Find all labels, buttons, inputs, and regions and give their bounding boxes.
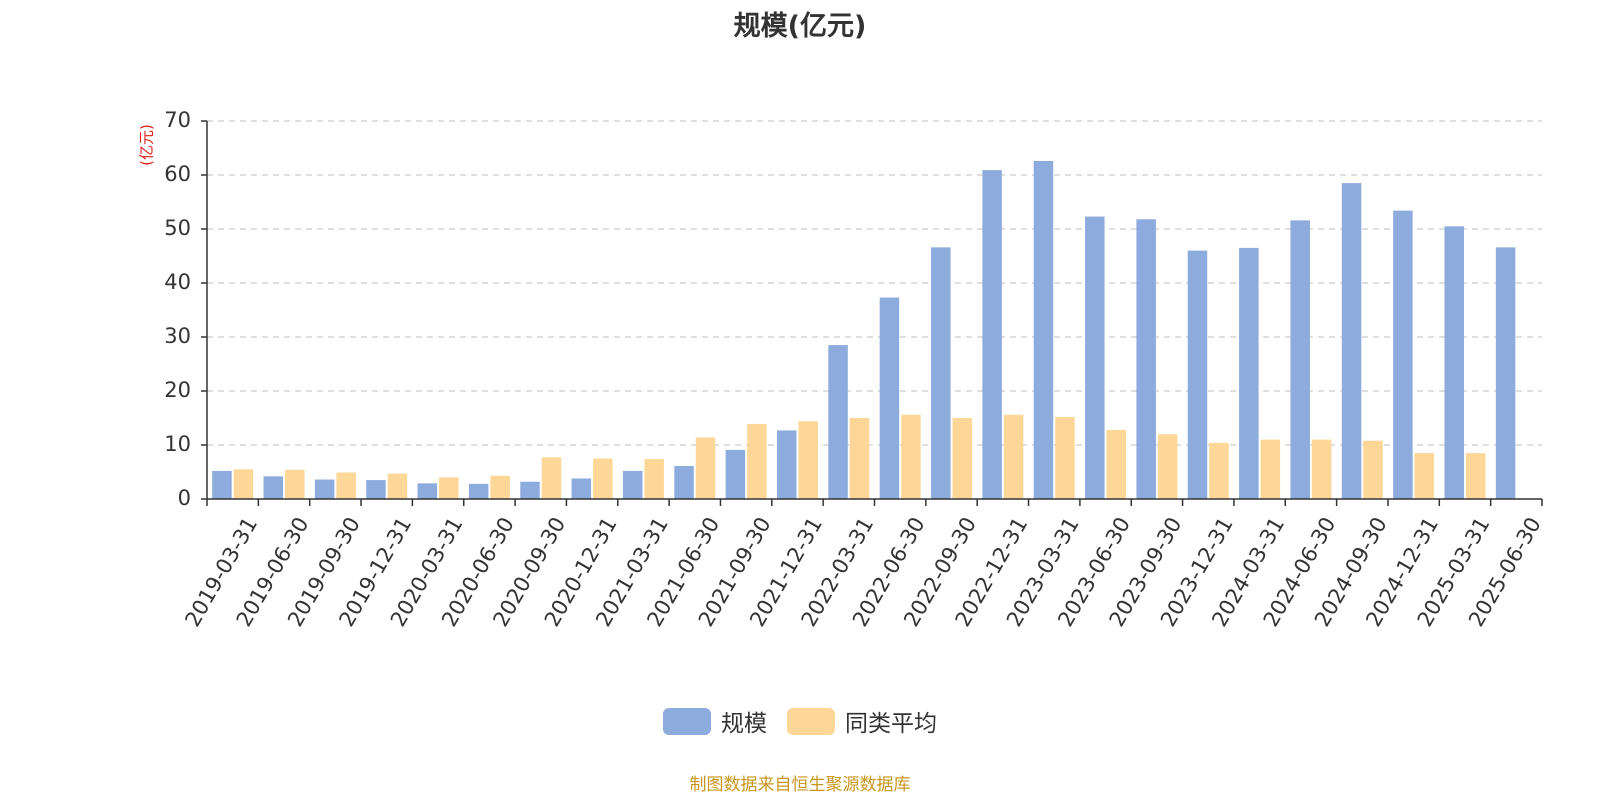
bar-series-2-2023-03-31[interactable] xyxy=(1055,416,1075,499)
bar-series-1-2019-06-30[interactable] xyxy=(263,476,284,499)
bar-series-2-2023-09-30[interactable] xyxy=(1157,434,1178,499)
bar-series-2-2020-12-31[interactable] xyxy=(593,458,613,500)
bar-series-2-2023-12-31[interactable] xyxy=(1209,442,1229,499)
bar-series-1-2022-12-31[interactable] xyxy=(982,170,1002,499)
bar-series-2-2021-03-31[interactable] xyxy=(644,459,664,499)
y-tick-label-20: 20 xyxy=(164,378,191,402)
bar-series-1-2025-06-30[interactable] xyxy=(1495,247,1516,499)
bar-series-2-2021-09-30[interactable] xyxy=(747,423,767,499)
bar-series-1-2024-03-31[interactable] xyxy=(1239,247,1259,499)
bar-series-1-2022-09-30[interactable] xyxy=(931,247,951,499)
bar-series-2-2024-03-31[interactable] xyxy=(1260,439,1281,499)
axes: 0102030405060702019-03-312019-06-302019-… xyxy=(164,108,1546,631)
source-note: 制图数据来自恒生聚源数据库 xyxy=(689,775,911,795)
bar-series-1-2021-12-31[interactable] xyxy=(776,430,797,499)
bar-series-2-2020-06-30[interactable] xyxy=(490,475,510,499)
bars xyxy=(212,160,1516,500)
bar-series-2-2025-03-31[interactable] xyxy=(1465,453,1486,499)
bar-series-1-2024-06-30[interactable] xyxy=(1290,220,1310,500)
bar-series-2-2021-06-30[interactable] xyxy=(695,437,716,499)
bar-series-1-2022-06-30[interactable] xyxy=(879,297,900,499)
bar-series-1-2022-03-31[interactable] xyxy=(828,345,848,499)
bar-series-1-2020-03-31[interactable] xyxy=(417,483,438,499)
legend-swatch-series-1 xyxy=(663,707,711,735)
legend: 规模 同类平均 xyxy=(0,704,1600,738)
y-tick-label-50: 50 xyxy=(164,216,191,240)
y-axis-unit-label: (亿元) xyxy=(138,124,156,166)
bar-series-2-2024-09-30[interactable] xyxy=(1363,440,1383,499)
bar-series-2-2023-06-30[interactable] xyxy=(1106,429,1127,499)
bar-series-2-2024-12-31[interactable] xyxy=(1414,453,1435,499)
bar-series-1-2020-06-30[interactable] xyxy=(468,483,489,499)
bar-series-2-2022-09-30[interactable] xyxy=(952,418,973,499)
bar-series-2-2022-12-31[interactable] xyxy=(1003,414,1024,499)
bar-series-1-2023-09-30[interactable] xyxy=(1136,219,1156,499)
bar-series-1-2021-03-31[interactable] xyxy=(622,470,643,499)
bar-series-1-2020-09-30[interactable] xyxy=(520,481,540,499)
bar-series-2-2020-03-31[interactable] xyxy=(439,477,459,499)
legend-label-series-1: 规模 xyxy=(721,711,767,737)
bar-series-1-2020-12-31[interactable] xyxy=(571,478,592,499)
bar-series-1-2024-12-31[interactable] xyxy=(1393,210,1413,499)
bar-series-2-2024-06-30[interactable] xyxy=(1311,439,1332,499)
legend-item-series-2[interactable]: 同类平均 xyxy=(787,704,937,738)
bar-series-2-2019-12-31[interactable] xyxy=(387,473,408,499)
y-tick-label-70: 70 xyxy=(164,108,191,132)
y-tick-label-60: 60 xyxy=(164,162,191,186)
bar-series-2-2020-09-30[interactable] xyxy=(541,457,562,499)
bar-series-2-2019-09-30[interactable] xyxy=(336,472,356,499)
bar-series-1-2021-09-30[interactable] xyxy=(725,449,746,499)
bar-series-1-2025-03-31[interactable] xyxy=(1444,226,1464,500)
legend-label-series-2: 同类平均 xyxy=(845,711,937,737)
y-tick-label-10: 10 xyxy=(164,432,191,456)
bar-series-1-2023-06-30[interactable] xyxy=(1085,216,1105,499)
bar-series-1-2019-12-31[interactable] xyxy=(366,480,386,499)
bar-series-2-2019-06-30[interactable] xyxy=(285,469,305,499)
chart-title: 规模(亿元) xyxy=(733,11,867,42)
bar-series-2-2022-06-30[interactable] xyxy=(901,414,921,499)
bar-series-1-2021-06-30[interactable] xyxy=(674,466,694,499)
legend-swatch-series-2 xyxy=(787,707,835,735)
legend-item-series-1[interactable]: 规模 xyxy=(663,704,767,738)
bar-series-1-2024-09-30[interactable] xyxy=(1341,183,1362,499)
bar-series-1-2023-12-31[interactable] xyxy=(1187,250,1208,499)
bar-series-2-2022-03-31[interactable] xyxy=(849,418,870,499)
bar-series-1-2019-03-31[interactable] xyxy=(212,470,232,499)
bar-series-1-2019-09-30[interactable] xyxy=(314,479,335,499)
y-tick-label-40: 40 xyxy=(164,270,191,294)
bar-series-2-2021-12-31[interactable] xyxy=(798,421,818,499)
bar-series-1-2023-03-31[interactable] xyxy=(1033,160,1054,499)
bar-series-2-2019-03-31[interactable] xyxy=(233,469,254,499)
gridlines xyxy=(207,120,1542,446)
y-tick-label-0: 0 xyxy=(178,486,191,510)
y-tick-label-30: 30 xyxy=(164,324,191,348)
